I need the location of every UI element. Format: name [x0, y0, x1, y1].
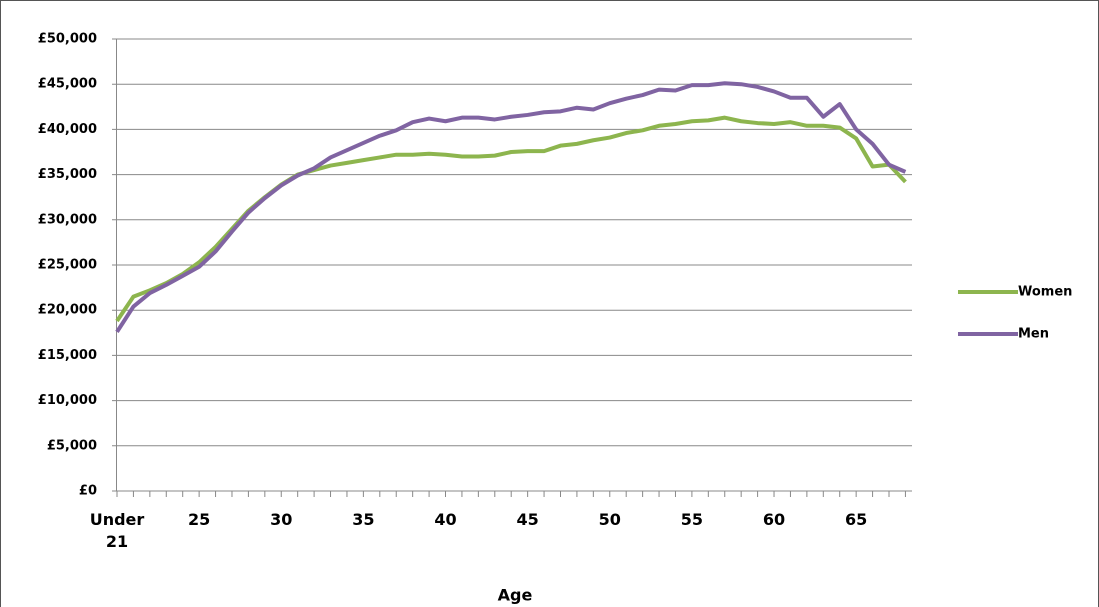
- x-tick-label: 30: [270, 510, 293, 529]
- x-tick-label: 55: [680, 510, 704, 529]
- line-series: [115, 81, 907, 333]
- y-tick-label: £25,000: [38, 258, 97, 273]
- y-tick-label: £50,000: [38, 32, 97, 47]
- x-tick-label: 50: [598, 510, 621, 529]
- y-tick-label: £5,000: [47, 438, 97, 453]
- x-tick-label: Under 21: [89, 510, 145, 551]
- y-tick-label: £30,000: [38, 212, 97, 227]
- y-tick-label: £10,000: [38, 393, 97, 408]
- legend-label: Women: [1018, 285, 1072, 300]
- x-tick-label: 35: [352, 510, 375, 529]
- y-tick-label: £35,000: [38, 167, 97, 182]
- x-tick-label: 60: [762, 510, 786, 529]
- x-tick-label: 45: [516, 510, 539, 529]
- y-tick-label: £45,000: [38, 77, 97, 92]
- x-axis-title: Age: [498, 586, 533, 605]
- y-tick-label: £0: [79, 484, 97, 499]
- y-tick-label: £15,000: [38, 348, 97, 363]
- y-tick-label: £40,000: [38, 122, 97, 137]
- x-tick-label: 65: [845, 510, 868, 529]
- legend-label: Men: [1018, 327, 1049, 342]
- y-tick-label: £20,000: [38, 303, 97, 318]
- x-tick-label: 25: [187, 510, 211, 529]
- x-tick-label: 40: [434, 510, 457, 529]
